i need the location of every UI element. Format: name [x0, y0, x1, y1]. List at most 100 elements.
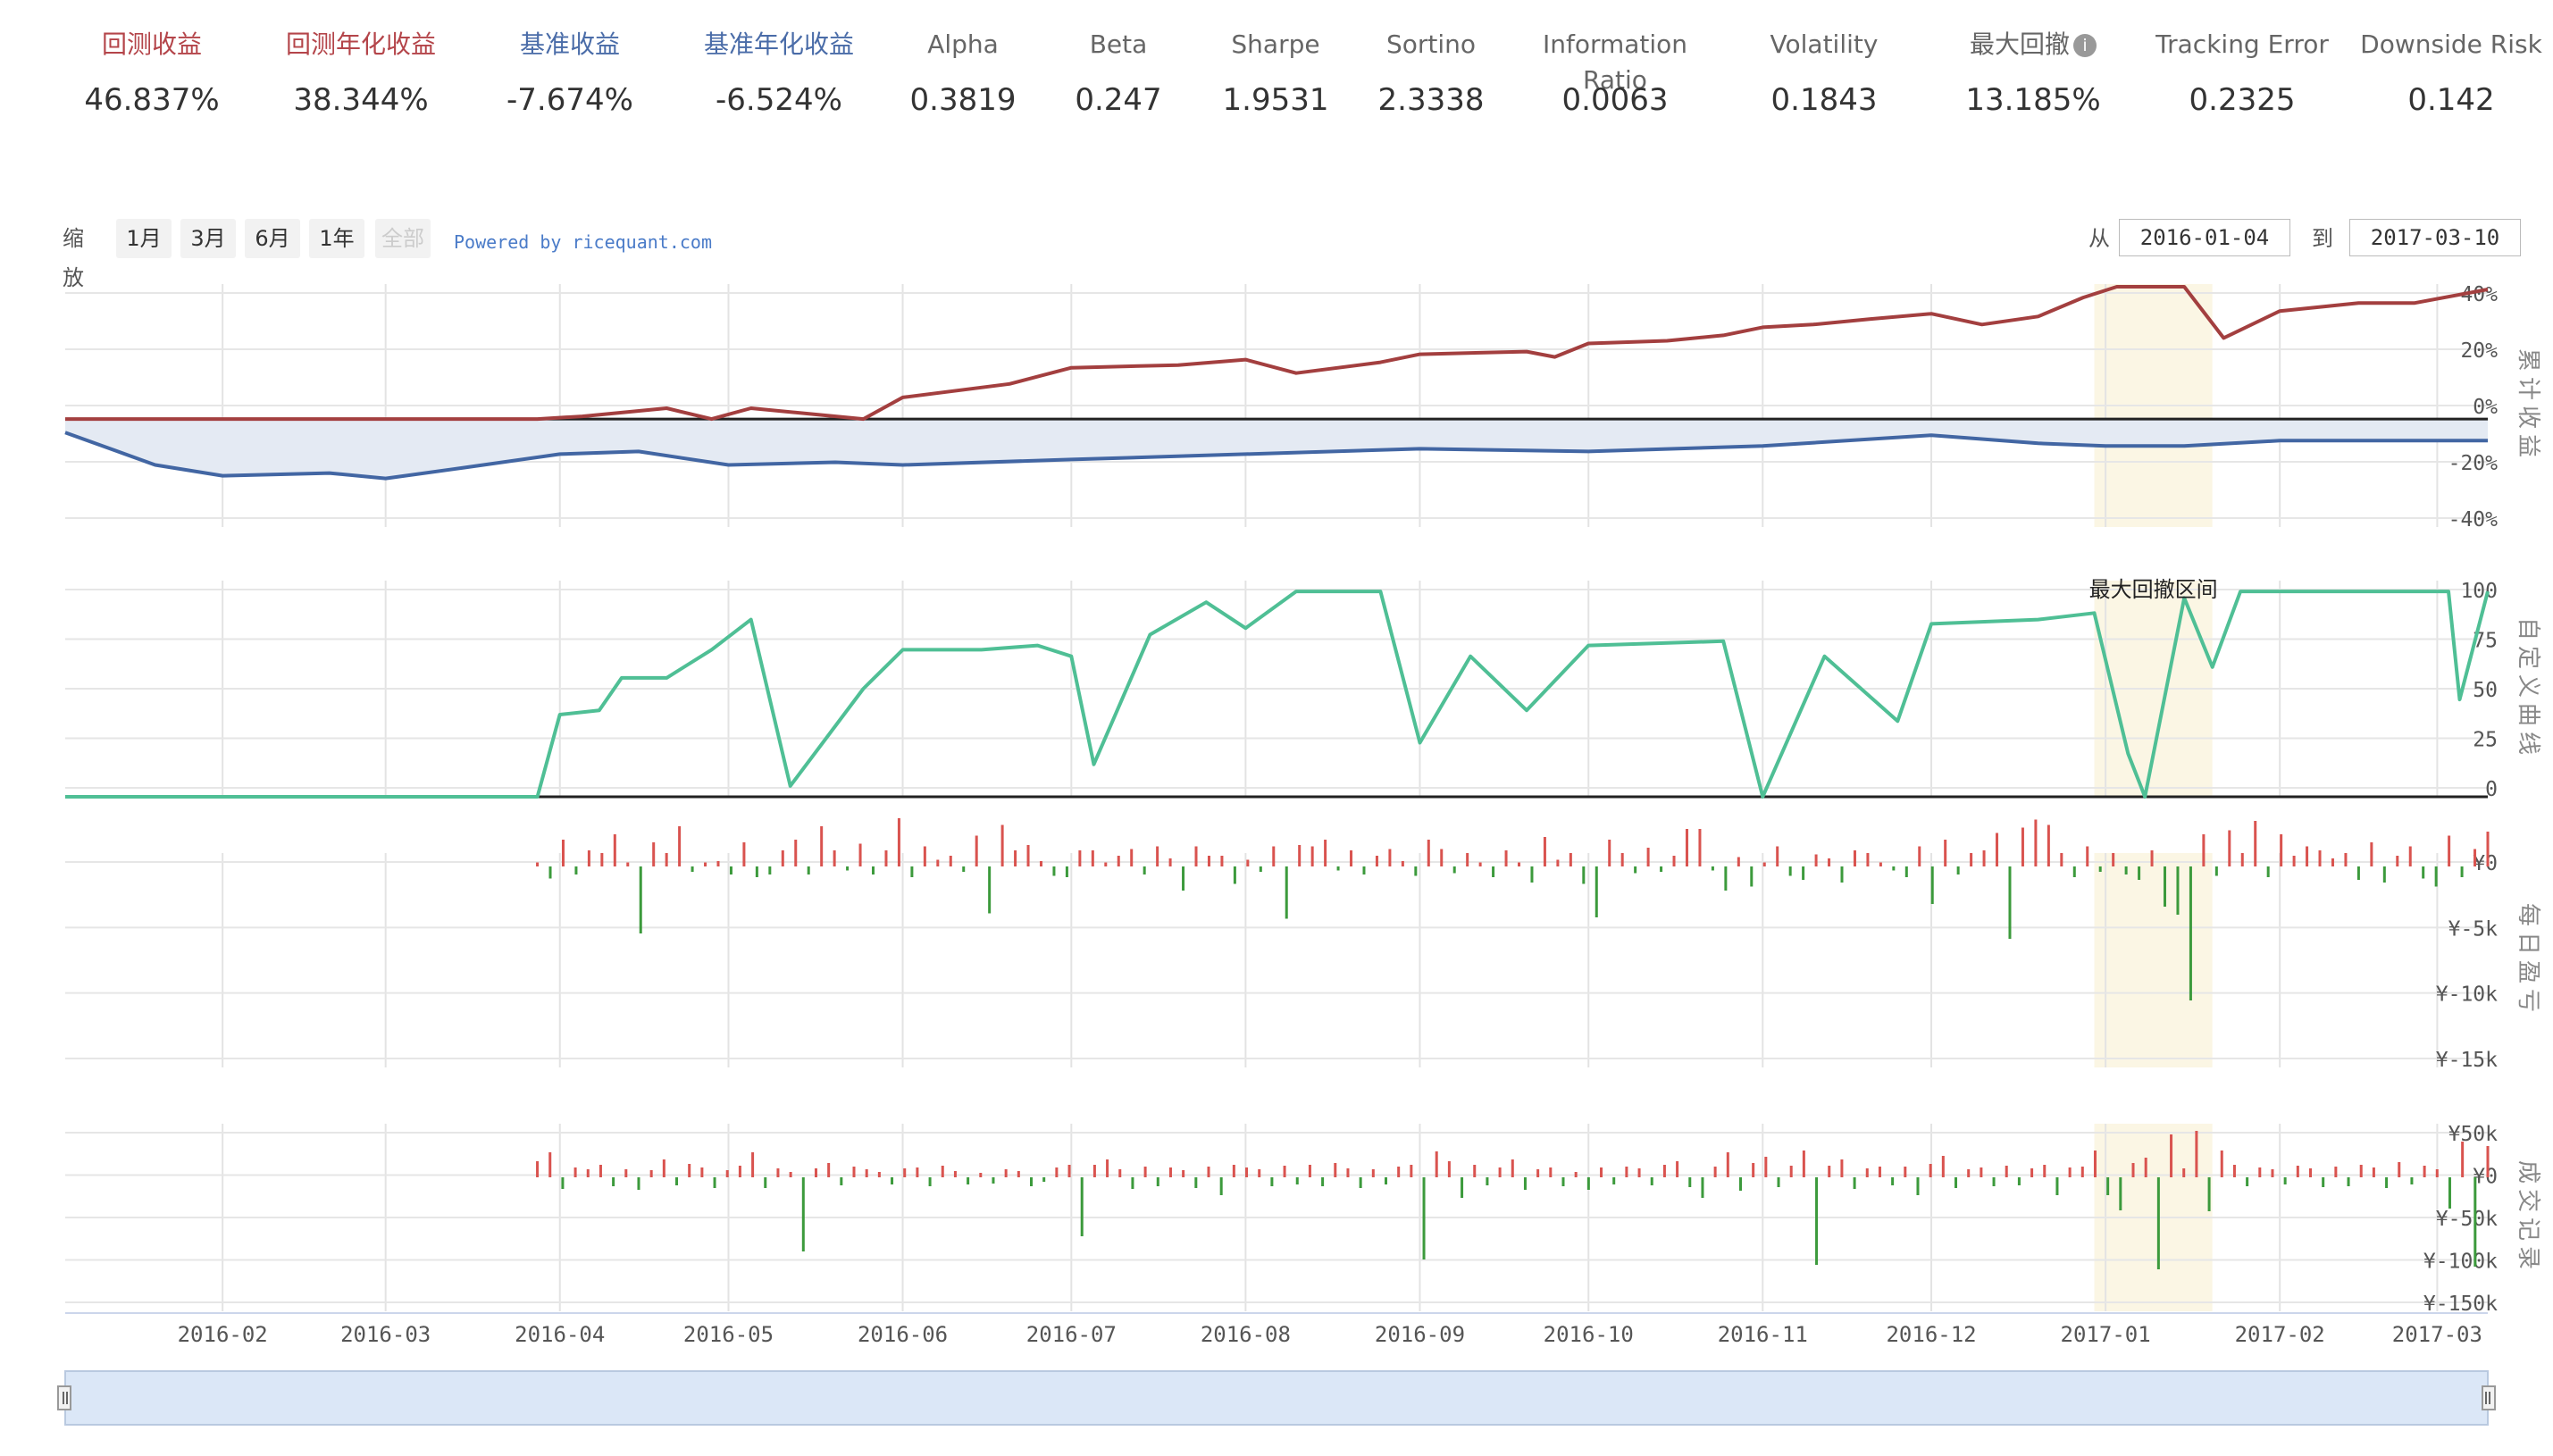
bar [2093, 1151, 2097, 1177]
bar [768, 866, 772, 874]
bar [742, 842, 746, 866]
zoom-button-2[interactable]: 6月 [245, 219, 300, 258]
bar [1625, 1167, 1628, 1177]
x-tick-label: 2016-03 [340, 1322, 431, 1347]
y-tick-label: ¥50k [2448, 1123, 2499, 1146]
bar [789, 1172, 792, 1177]
bar [1660, 866, 1663, 872]
x-tick-label: 2016-08 [1201, 1322, 1291, 1347]
bar [574, 866, 578, 874]
bar [678, 826, 682, 866]
bar [2372, 1167, 2375, 1177]
y-tick-label: 0% [2473, 396, 2498, 419]
metric-label-text: Information Ratio [1542, 29, 1688, 95]
info-icon[interactable]: i [2073, 34, 2097, 57]
bar [1270, 1177, 1274, 1186]
bar [1207, 1167, 1210, 1177]
bar [1726, 1152, 1729, 1177]
bar [2408, 846, 2412, 866]
bar [1574, 1172, 1578, 1177]
metric-8: Information Ratio 0.0063 [1517, 27, 1713, 118]
bar [1427, 840, 1430, 866]
bar [1039, 861, 1042, 866]
bar [2170, 1134, 2173, 1177]
bar [2246, 1177, 2249, 1186]
bar [1091, 850, 1094, 866]
bar [2486, 832, 2490, 866]
bar [1879, 862, 1882, 866]
bar [1245, 1167, 1249, 1177]
bar [1388, 849, 1392, 866]
bar [1486, 1177, 1489, 1185]
zoom-button-3[interactable]: 1年 [309, 219, 364, 258]
bar [1582, 866, 1586, 884]
bar [1815, 1177, 1819, 1265]
bar [1646, 848, 1650, 866]
metric-9: Volatility 0.1843 [1726, 27, 1922, 118]
bar [751, 1152, 755, 1177]
bar [1410, 1165, 1413, 1177]
bar [903, 1168, 907, 1177]
bar [1892, 866, 1896, 871]
bar [2422, 866, 2425, 879]
x-tick-label: 2016-05 [683, 1322, 774, 1347]
bar [2473, 1177, 2477, 1267]
x-tick-label: 2016-11 [1718, 1322, 1808, 1347]
bar [738, 1166, 741, 1177]
bar [1397, 1167, 1401, 1177]
bar [781, 850, 784, 866]
bar [561, 840, 565, 866]
zoom-button-1[interactable]: 3月 [180, 219, 236, 258]
bar [2220, 1151, 2223, 1177]
bar [1182, 866, 1185, 891]
bar [1118, 1169, 1122, 1177]
powered-by-link[interactable]: Powered by ricequant.com [454, 231, 712, 253]
bar [2017, 1177, 2021, 1185]
bar [764, 1177, 767, 1188]
bar [2461, 1142, 2465, 1177]
metric-label: 回测年化收益 [263, 27, 459, 63]
bar [2080, 1167, 2084, 1177]
bar [891, 1177, 894, 1184]
bar [949, 856, 952, 866]
bar [2124, 866, 2128, 874]
bar [1956, 866, 1960, 874]
bar [2098, 866, 2102, 872]
bar [2448, 1177, 2451, 1209]
range-from-input[interactable] [2119, 219, 2290, 256]
bar [2266, 866, 2270, 877]
bar [1688, 1177, 1692, 1187]
bar [1511, 1159, 1514, 1177]
bar [1384, 1177, 1387, 1184]
metric-label: 回测收益 [54, 27, 250, 63]
bar [1802, 866, 1805, 880]
zoom-button-0[interactable]: 1月 [116, 219, 172, 258]
bar [1713, 1167, 1717, 1177]
bar [1478, 862, 1482, 866]
bar [1561, 1177, 1565, 1186]
bar [1865, 1168, 1869, 1177]
bar [1321, 1177, 1325, 1186]
bar [1194, 846, 1198, 866]
bar [846, 866, 850, 871]
bar [1738, 1177, 1742, 1191]
zoom-button-4[interactable]: 全部 [375, 219, 431, 258]
bar [2306, 846, 2309, 866]
metric-label: Volatility [1726, 27, 1922, 63]
y-tick-label: ¥0 [2473, 1166, 2498, 1189]
bar [2202, 834, 2206, 866]
metric-label-text: Alpha [927, 29, 999, 59]
bar [953, 1171, 957, 1177]
bar [1637, 1168, 1641, 1177]
bar [626, 862, 630, 866]
bar [1168, 1167, 1172, 1177]
bar [1065, 866, 1068, 877]
bar [1017, 1171, 1020, 1177]
bar [2283, 1177, 2287, 1184]
bar [1523, 1177, 1527, 1190]
bar [1672, 856, 1676, 866]
range-to-input[interactable] [2349, 219, 2521, 256]
bar [573, 1167, 577, 1177]
bar [1052, 866, 1056, 876]
bar [2359, 1165, 2363, 1177]
